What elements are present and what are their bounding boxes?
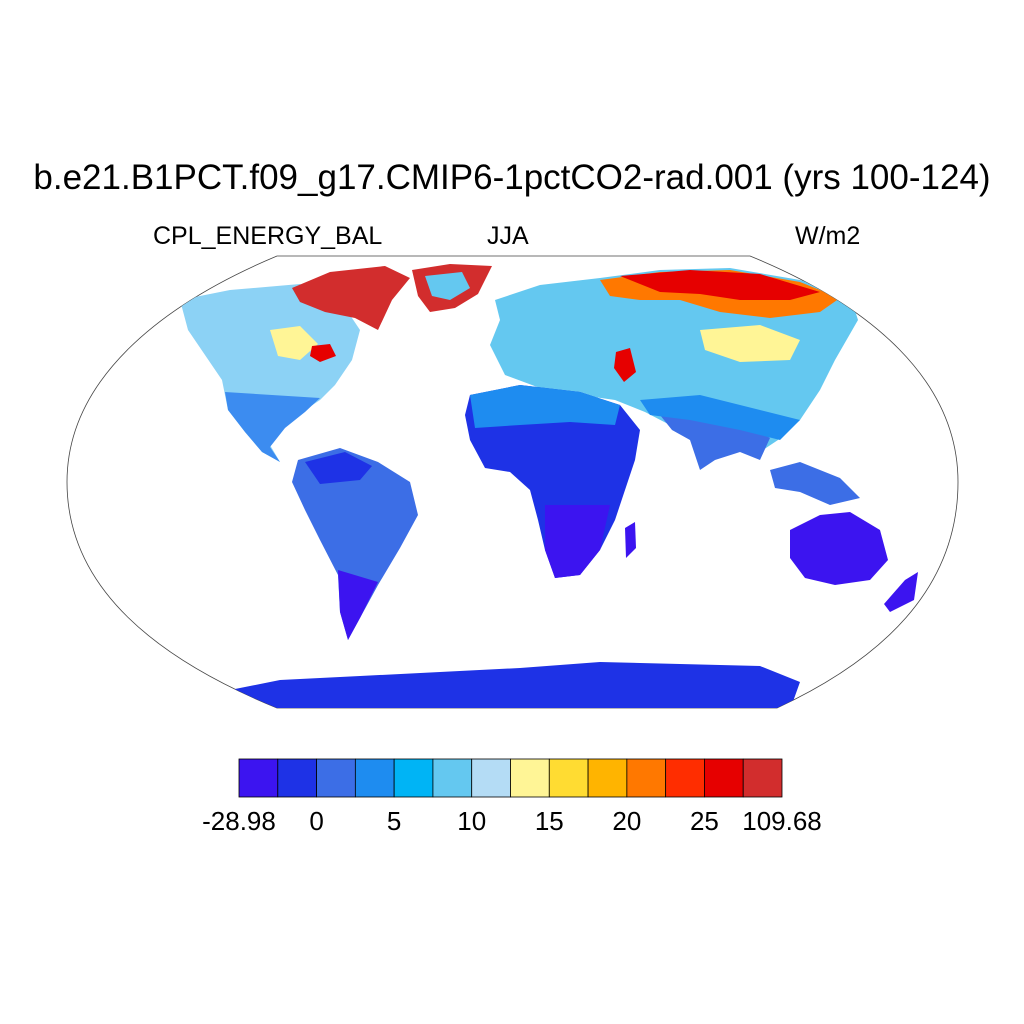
colorbar-tick-label: 0 bbox=[309, 806, 324, 836]
australia bbox=[790, 512, 888, 585]
map-title: b.e21.B1PCT.f09_g17.CMIP6-1pctCO2-rad.00… bbox=[33, 158, 991, 197]
na-south-band bbox=[225, 392, 320, 462]
sa-north bbox=[305, 452, 372, 484]
units-label: W/m2 bbox=[795, 222, 861, 250]
colorbar-swatch bbox=[704, 758, 744, 798]
colorbar-tick-label: -28.98 bbox=[202, 806, 276, 836]
colorbar-swatch bbox=[510, 758, 550, 798]
caspian bbox=[614, 348, 636, 382]
colorbar-swatch bbox=[665, 758, 705, 798]
colorbar-swatch bbox=[432, 758, 473, 798]
colorbar-swatch bbox=[548, 758, 589, 798]
maritime-continent bbox=[770, 462, 860, 505]
colorbar-swatch bbox=[316, 758, 356, 798]
sahara bbox=[470, 385, 620, 428]
colorbar-swatch bbox=[393, 758, 434, 798]
sa-south bbox=[338, 570, 378, 640]
colorbar-tick-label: 109.68 bbox=[742, 806, 822, 836]
colorbar-swatch bbox=[277, 758, 317, 798]
variable-label: CPL_ENERGY_BAL bbox=[153, 222, 383, 250]
colorbar bbox=[238, 758, 783, 798]
madagascar bbox=[625, 522, 636, 558]
na-warm-spots bbox=[270, 326, 318, 360]
season-label: JJA bbox=[487, 222, 529, 250]
colorbar-tick-label: 25 bbox=[689, 806, 719, 836]
south-america bbox=[292, 448, 418, 640]
asia-tropics bbox=[640, 395, 800, 440]
colorbar-tick-label: 15 bbox=[534, 806, 564, 836]
arctic-canada bbox=[292, 266, 410, 330]
colorbar-swatch bbox=[587, 758, 628, 798]
greenland-interior bbox=[425, 272, 470, 300]
colorbar-swatch bbox=[626, 758, 667, 798]
colorbar-swatch bbox=[238, 758, 279, 798]
colorbar-tick-label: 20 bbox=[612, 806, 642, 836]
antarctica bbox=[220, 662, 800, 708]
colorbar-swatch bbox=[742, 758, 783, 798]
colorbar-tick-label: 10 bbox=[457, 806, 487, 836]
siberia-hot bbox=[620, 270, 820, 300]
north-america bbox=[180, 284, 360, 462]
colorbar-swatch bbox=[471, 758, 511, 798]
land-field bbox=[180, 264, 918, 708]
colorbar-swatch bbox=[354, 758, 395, 798]
colorbar-tick-label: 5 bbox=[386, 806, 402, 836]
new-zealand bbox=[884, 572, 918, 612]
central-asia-warm bbox=[700, 325, 800, 362]
great-lakes bbox=[310, 344, 336, 362]
southern-africa bbox=[545, 505, 610, 578]
india-se-asia bbox=[660, 405, 770, 470]
